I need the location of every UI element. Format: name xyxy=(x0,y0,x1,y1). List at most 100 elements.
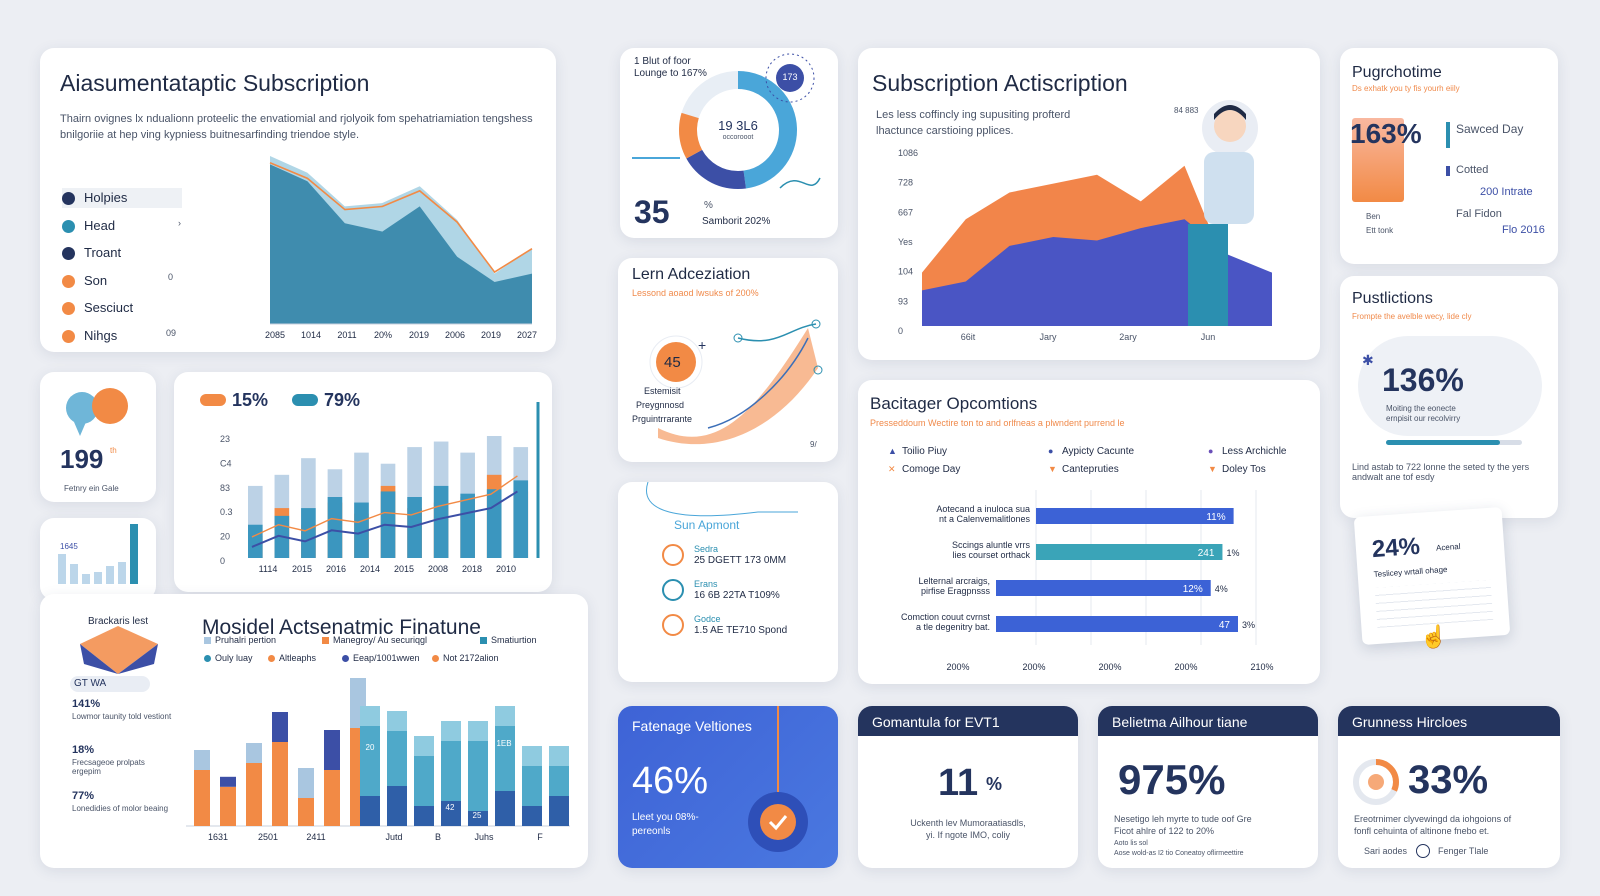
bar-light xyxy=(387,711,407,731)
area-series-a xyxy=(270,164,532,324)
legend-mark: › xyxy=(178,218,181,228)
legend-marker: ▼ xyxy=(1048,464,1057,474)
x-tick-label: 2018 xyxy=(462,564,482,574)
y-tick-label: 0 xyxy=(898,326,903,336)
bar-navy xyxy=(387,786,407,826)
circle-icon xyxy=(62,247,75,260)
card-d-subtitle: Ds exhatk you ty fis yourh eiily xyxy=(1352,84,1460,93)
mini-bar xyxy=(94,572,102,584)
bar-teal xyxy=(549,766,569,796)
card-q-t1: Ereotrnimer clyvewingd da iohgoions of xyxy=(1354,814,1512,824)
card-percentage-volumes: Fatenage Veltiones 46% Lleet you 08%- pe… xyxy=(618,706,838,868)
card-combo-chart: 15% 79% 23 C4 83 0.3 20 0 1114 2015 2016 2014 2015… xyxy=(174,372,552,592)
card-h-title: Sun Apmont xyxy=(674,518,740,532)
list-key: Godce xyxy=(694,614,721,624)
card-d-item3: 200 Intrate xyxy=(1480,186,1533,198)
card-o-t2: yi. If ngote IMO, coliy xyxy=(925,830,1011,840)
bar-orange xyxy=(272,742,288,826)
pill-orange xyxy=(200,394,226,406)
list-key: Erans xyxy=(694,579,718,589)
card-g-t2: Preygnnosd xyxy=(636,400,685,410)
y-tick-label: C4 xyxy=(220,458,232,468)
legend-swatch xyxy=(268,655,275,662)
bar-navy xyxy=(522,806,542,826)
card-f-big: 199 xyxy=(60,444,104,474)
x-tick-label: 2027 xyxy=(517,330,537,340)
card-j-foot: Lind astab to 722 lonne the seted ty the… xyxy=(1352,462,1530,482)
bar-value-label: 12% xyxy=(1183,584,1203,595)
list-icon xyxy=(662,614,684,636)
x-tick-label: 2006 xyxy=(445,330,465,340)
bar-teal xyxy=(522,766,542,806)
hbar xyxy=(996,616,1238,632)
card-b-line1: 1 Blut of foor xyxy=(634,56,691,67)
bar-navy xyxy=(468,811,488,826)
card-subscription-overview: Aiasumentataptic Subscription Thairn ovi… xyxy=(40,48,556,352)
bar-stack xyxy=(324,730,340,770)
x-tick-label: 200% xyxy=(946,662,969,672)
bar-category-label: lies courset orthack xyxy=(952,550,1030,560)
hbar xyxy=(1036,508,1234,524)
y-tick-label: Yes xyxy=(898,237,913,247)
card-learn-adoption: Lern Adceziation Lessond aoaod lwsuks of… xyxy=(618,258,838,462)
legend-swatch xyxy=(432,655,439,662)
card-b-label: Samborit 202% xyxy=(702,216,771,227)
y-tick-label: 667 xyxy=(898,207,913,217)
legend-label: Cantepruties xyxy=(1062,464,1119,475)
card-a-area-chart: 2085 1014 2011 20% 2019 2006 2019 2027 › 0 09 xyxy=(166,156,537,340)
legend-label: Son xyxy=(84,272,108,288)
circle-icon xyxy=(62,192,75,205)
bar-category-label: pirfise Eragpnsss xyxy=(921,586,991,596)
x-tick-label: Juhs xyxy=(474,832,494,842)
card-d-big: 163% xyxy=(1350,118,1422,149)
card-d-bar2 xyxy=(1446,166,1450,176)
card-l-mini-chart xyxy=(58,524,138,584)
card-d-item2: Cotted xyxy=(1456,164,1489,176)
card-donut: 1 Blut of foor Lounge to 167% 173 19 3L6… xyxy=(620,48,838,238)
bar-side-label: 1% xyxy=(1226,548,1239,558)
stat-text: Lowmor taunity told vestiont xyxy=(72,712,172,721)
card-b-big-number: 35 xyxy=(634,194,670,230)
legend-swatch xyxy=(480,637,487,644)
pill-teal xyxy=(292,394,318,406)
x-tick-label: B xyxy=(435,832,441,842)
x-tick-label: 20% xyxy=(374,330,392,340)
bar-teal xyxy=(327,497,343,558)
card-j-progress-fill xyxy=(1386,440,1500,445)
mini-bar xyxy=(82,574,90,584)
y-tick-label: 83 xyxy=(220,483,230,493)
card-o-unit: % xyxy=(986,774,1003,794)
list-icon xyxy=(662,544,684,566)
card-gamma-formula: Gomantula for EVT1 11 % Uckenth lev Mumo… xyxy=(858,706,1078,868)
card-q-ring xyxy=(1353,759,1399,805)
card-e-l2: 79% xyxy=(324,390,361,410)
stat-text: Lonedidies of molor beaing xyxy=(72,804,169,813)
x-tick-label: 210% xyxy=(1250,662,1273,672)
card-m-side-graphic xyxy=(70,626,158,692)
card-bubbles: 199 th Fetnry ein Gale xyxy=(40,372,156,502)
legend-item: Nihgs xyxy=(62,326,232,346)
donut-segment-orange xyxy=(679,71,797,189)
bar-teal xyxy=(301,508,316,558)
x-tick-label: 2411 xyxy=(306,832,325,842)
card-q-big: 33% xyxy=(1408,758,1489,802)
stat-value: 18% xyxy=(72,744,95,756)
card-p-t3: Aoto lis sol xyxy=(1114,840,1148,847)
legend-swatch xyxy=(204,655,211,662)
person-illustration xyxy=(1202,100,1258,224)
clock-icon xyxy=(1416,844,1430,858)
legend-item: Sesciuct xyxy=(62,298,232,318)
y-tick-label: 93 xyxy=(898,296,908,306)
bar-teal xyxy=(460,493,475,558)
x-tick-label: 2019 xyxy=(481,330,501,340)
card-d-orange-bar xyxy=(1352,118,1404,202)
card-grunness-circles: Grunness Hircloes 33% Ereotrnimer clyvew… xyxy=(1338,706,1560,868)
legend-marker: ▲ xyxy=(888,446,897,456)
list-value: 1.5 AE TE710 Spond xyxy=(694,625,788,636)
bar-orange xyxy=(246,763,262,826)
card-j-cloud xyxy=(1358,336,1542,436)
legend-label: Nihgs xyxy=(84,327,118,343)
bar-category-label: Sccings aluntle vrrs xyxy=(952,540,1031,550)
card-p-t1: Nesetigo leh myrte to tude oof Gre xyxy=(1114,814,1252,824)
x-tick-label: 1014 xyxy=(301,330,321,340)
